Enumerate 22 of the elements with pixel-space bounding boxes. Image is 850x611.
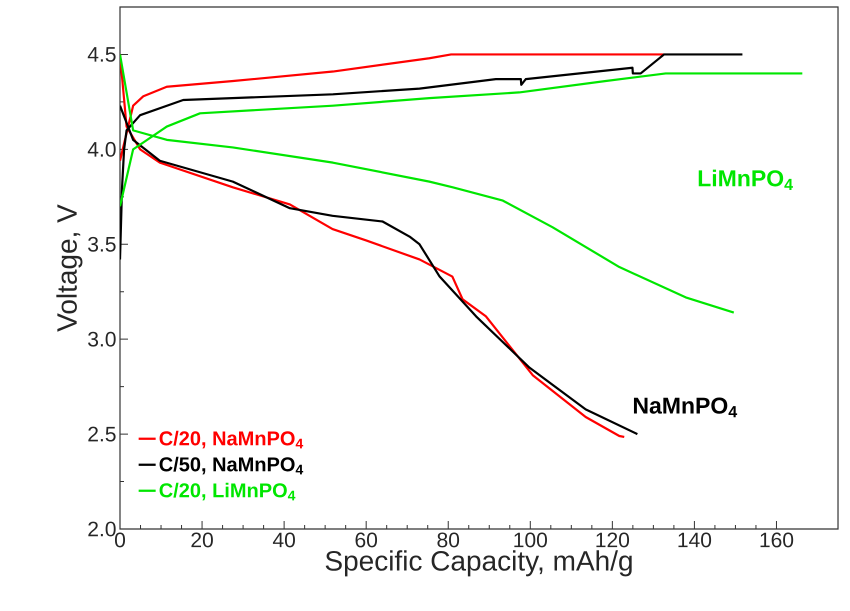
- annotation: LiMnPO$_{4}$: [698, 170, 793, 190]
- x-tick-label: 100: [514, 532, 547, 548]
- x-tick-label: 20: [191, 532, 213, 548]
- x-tick-label: 80: [437, 532, 460, 548]
- y-tick-label: 2.5: [88, 426, 116, 442]
- x-tick-label: 40: [272, 532, 295, 548]
- y-tick-label: 4.0: [88, 142, 116, 157]
- annotation: NaMnPO$_{4}$: [634, 397, 738, 418]
- y-axis-title: Voltage, V: [56, 204, 82, 332]
- x-tick-label: 160: [760, 532, 794, 548]
- x-tick-label: 60: [356, 532, 378, 548]
- y-tick-label: 3.0: [88, 332, 116, 347]
- legend-label: C/20, LiMnPO$_{4}$: [160, 482, 296, 500]
- y-tick-label: 4.5: [88, 47, 116, 62]
- x-tick-label: 120: [596, 532, 630, 548]
- x-tick-label: 140: [678, 532, 712, 548]
- y-tick-label: 2.0: [88, 522, 116, 536]
- y-tick-label: 3.5: [88, 236, 116, 252]
- x-tick-label: 0: [114, 532, 126, 548]
- legend-label: C/50, NaMnPO$_{4}$: [160, 456, 304, 474]
- legend-label: C/20, NaMnPO$_{4}$: [160, 430, 304, 448]
- x-axis-title: Specific Capacity, mAh/g: [326, 550, 632, 576]
